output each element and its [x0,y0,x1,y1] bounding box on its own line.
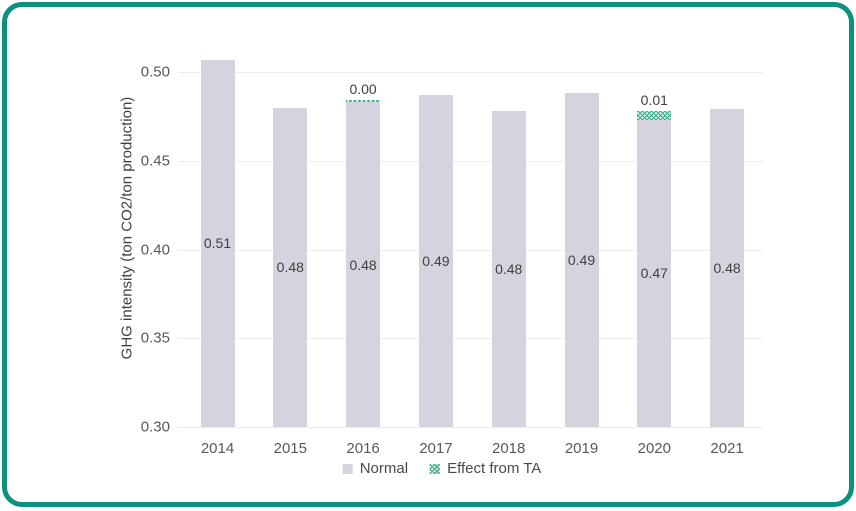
bar-normal-2017 [418,95,453,427]
legend-item-normal: Normal [342,460,409,477]
chart-legend: Normal Effect from TA [342,460,541,477]
gridline [178,160,763,162]
y-axis-tick-label: 0.45 [140,152,170,170]
bar-normal-2016 [346,102,381,427]
bar-normal-2015 [273,107,308,427]
x-axis-tick-label-2017: 2017 [419,440,453,457]
bar-normal-2018 [491,111,526,427]
x-axis-tick-label-2016: 2016 [346,440,380,457]
y-axis-title: GHG intensity (ton CO2/ton production) [118,96,136,360]
bar-value-label: 0.48 [713,260,741,277]
bar-value-label: 0.48 [349,256,377,273]
x-axis-tick-label-2014: 2014 [200,440,235,457]
y-axis-tick-label: 0.35 [140,329,170,347]
bar-value-label: 0.49 [567,252,596,269]
bar-value-label: 0.47 [640,265,668,282]
bar-value-label: 0.49 [422,253,450,270]
x-axis-tick-label-2021: 2021 [710,440,744,457]
x-axis-tick-label-2015: 2015 [273,440,307,457]
x-axis-tick-label-2020: 2020 [637,440,671,457]
x-axis-tick-label-2018: 2018 [492,440,526,457]
bar-normal-2014 [200,59,235,427]
bar-value-label: 0.51 [203,235,232,252]
bar-effect-from-ta-2020 [637,111,672,120]
y-axis-tick-label: 0.30 [140,418,170,436]
legend-swatch-icon [430,463,441,474]
legend-label: Normal [359,460,409,477]
ta-value-label: 0.00 [349,81,377,98]
y-axis-tick-label: 0.50 [140,63,170,81]
legend-item-effect-from-ta: Effect from TA [430,460,541,477]
gridline [178,427,763,428]
gridline [178,72,763,73]
x-axis-tick-label-2019: 2019 [564,440,599,457]
y-axis-tick-label: 0.40 [140,241,170,258]
bar-normal-2021 [710,109,745,427]
gridline [178,249,763,251]
bar-normal-2019 [564,93,599,427]
legend-swatch-icon [342,463,353,474]
bar-value-label: 0.48 [276,259,304,276]
gridline [178,338,763,340]
bar-value-label: 0.48 [495,261,523,278]
legend-label: Effect from TA [447,460,542,477]
ta-value-label: 0.01 [640,92,668,109]
bar-effect-from-ta-2016 [346,100,381,103]
bar-normal-2020 [637,119,672,427]
